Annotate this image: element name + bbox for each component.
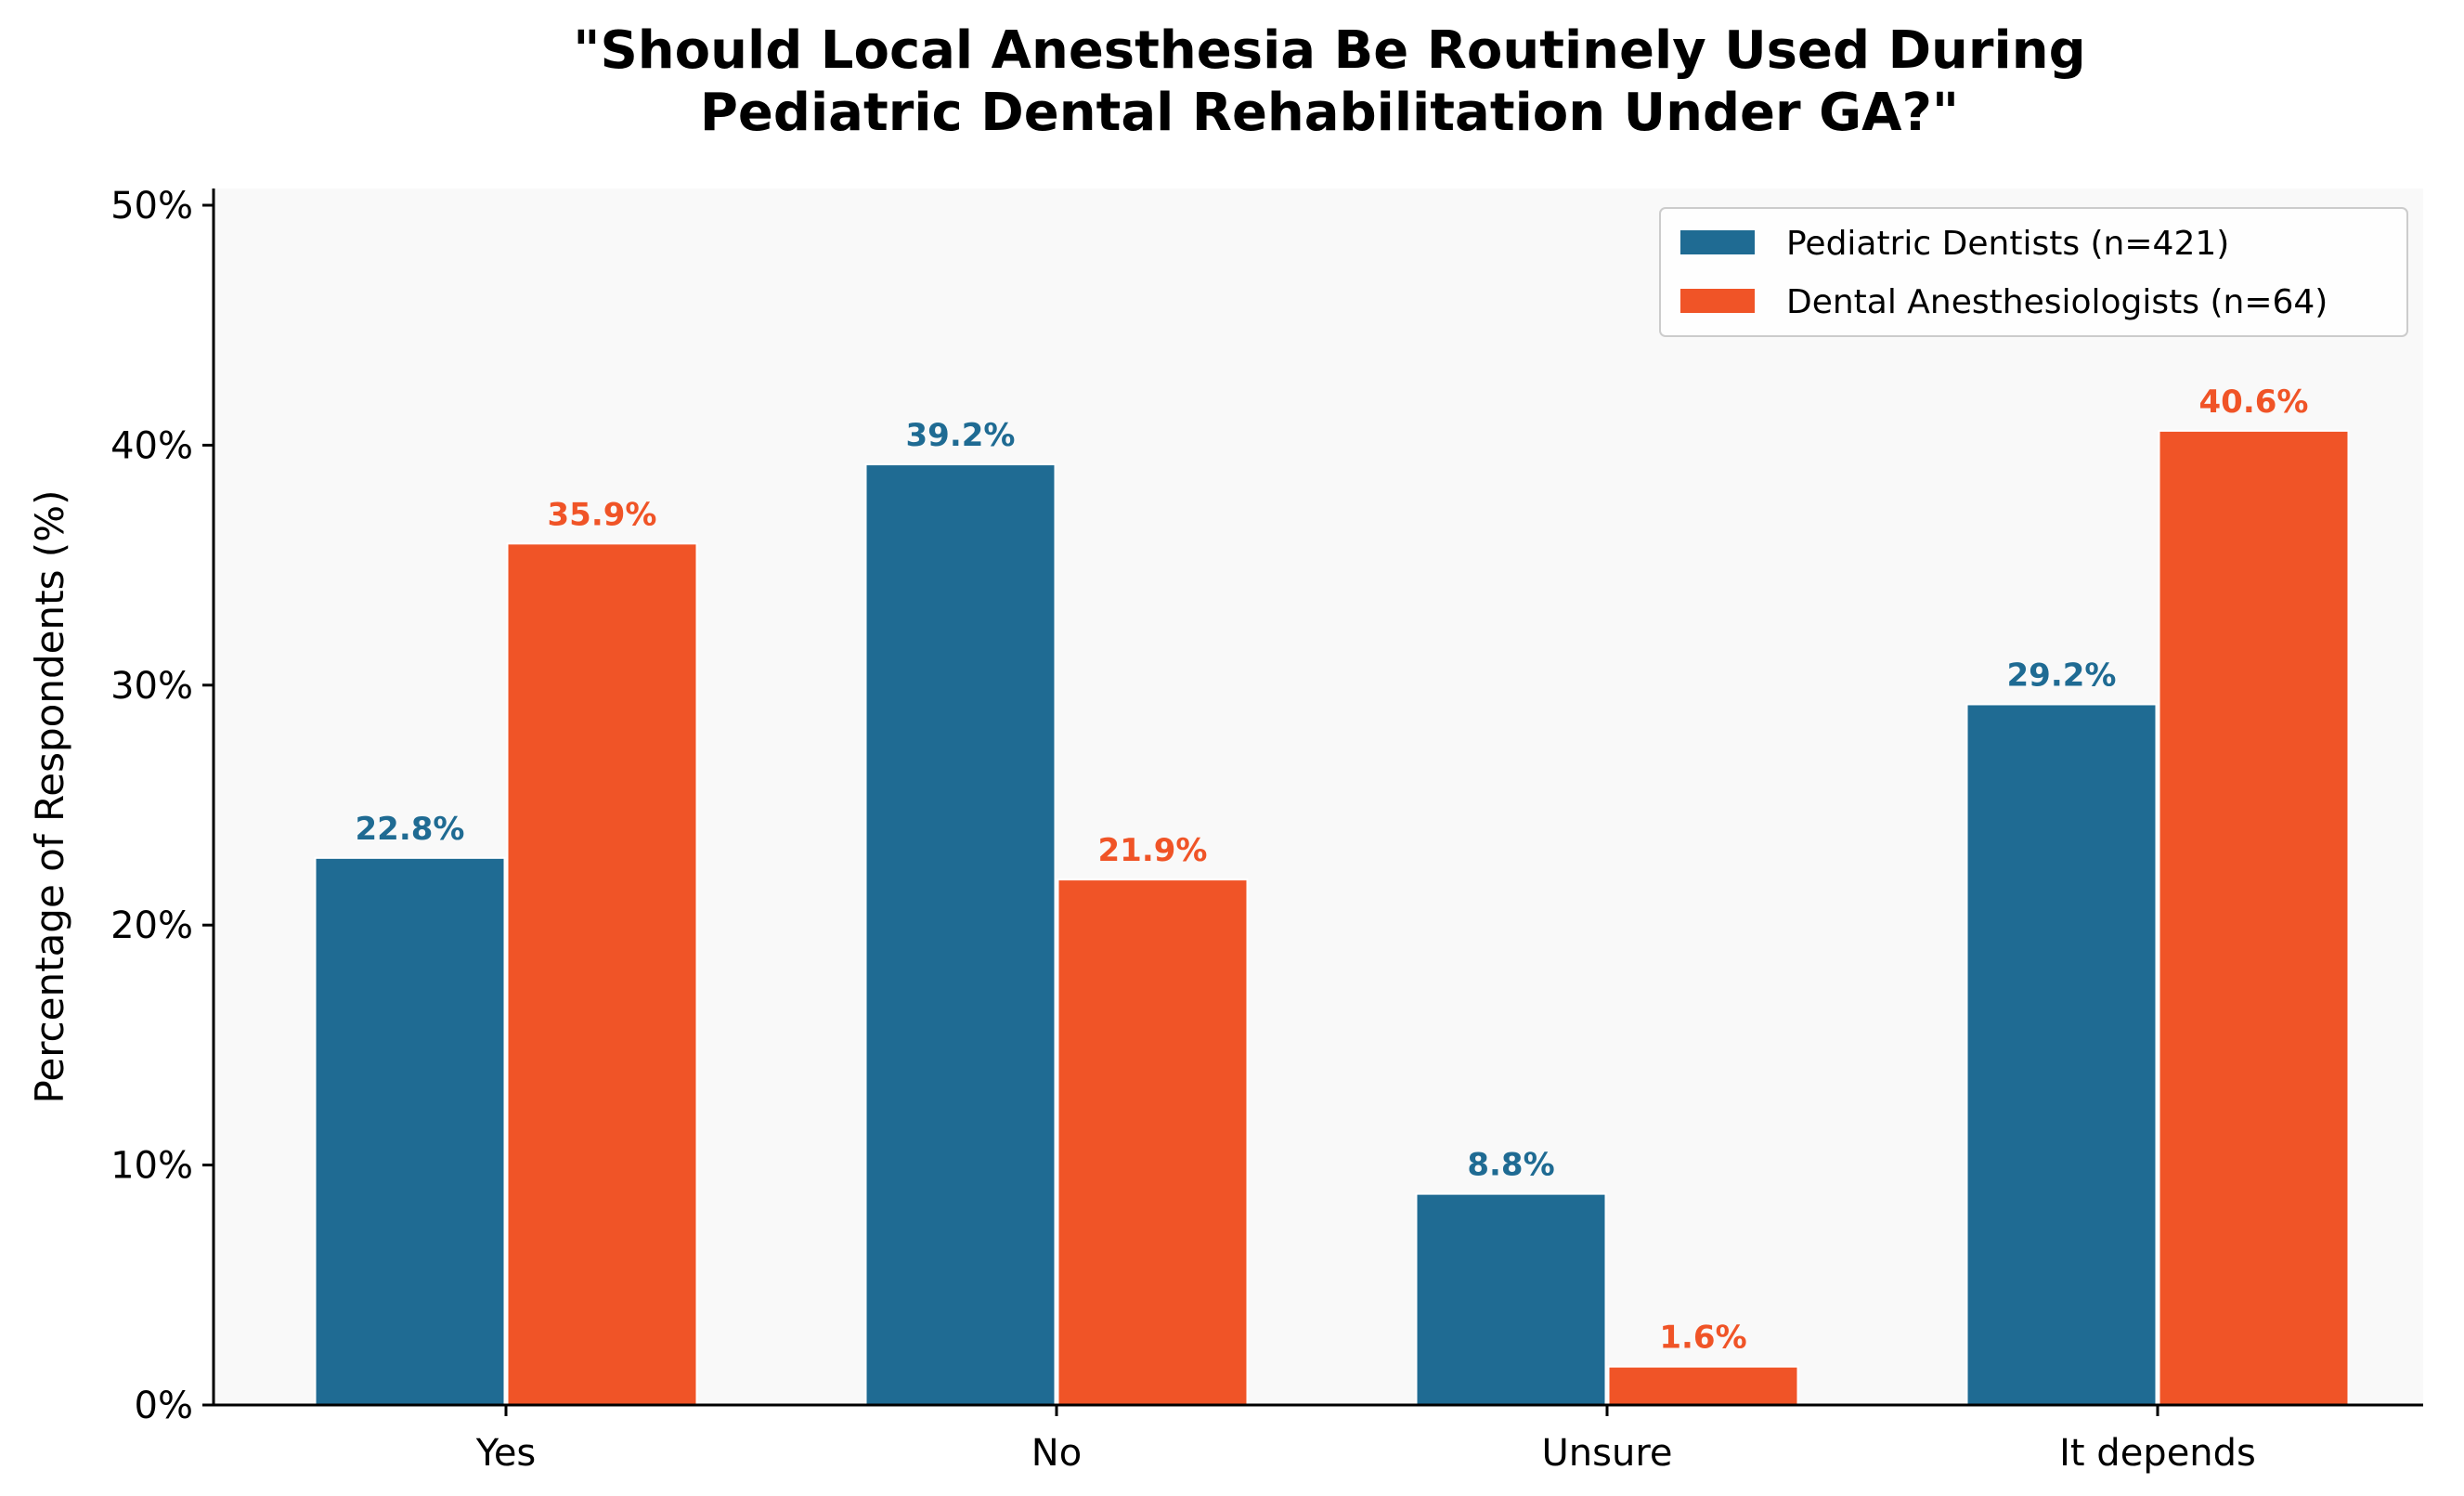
bar-label-unsure-series-1: 8.8%: [1467, 1147, 1554, 1184]
bar-label-no-series-1: 39.2%: [906, 417, 1016, 454]
chart-title-line-1: "Should Local Anesthesia Be Routinely Us…: [573, 20, 2085, 81]
chart-title: "Should Local Anesthesia Be Routinely Us…: [573, 20, 2085, 143]
y-tick-label-30: 30%: [110, 665, 193, 708]
legend-swatch-dental-anesthesiologists: [1680, 289, 1755, 313]
bar-label-it-depends-series-2: 40.6%: [2199, 384, 2309, 421]
bar-label-it-depends-series-1: 29.2%: [2007, 657, 2117, 694]
x-axis-ticks: Yes No Unsure It depends: [475, 1405, 2256, 1475]
bar-it-depends-series-2: [2158, 429, 2350, 1406]
bar-unsure-series-2: [1607, 1365, 1799, 1407]
bar-unsure-series-1: [1415, 1192, 1607, 1407]
bar-no-series-2: [1057, 878, 1249, 1406]
bar-it-depends-series-1: [1965, 703, 2158, 1406]
legend-label-dental-anesthesiologists: Dental Anesthesiologists (n=64): [1786, 283, 2328, 321]
bars-group: [314, 429, 2350, 1407]
x-tick-label-it-depends: It depends: [2059, 1432, 2256, 1475]
bar-no-series-1: [864, 463, 1057, 1406]
legend-frame: [1659, 207, 2408, 337]
chart-title-line-2: Pediatric Dental Rehabilitation Under GA…: [700, 83, 1959, 143]
y-tick-label-40: 40%: [110, 424, 193, 467]
x-tick-label-no: No: [1031, 1432, 1082, 1475]
bar-label-unsure-series-2: 1.6%: [1659, 1320, 1746, 1357]
bar-label-no-series-2: 21.9%: [1098, 832, 1208, 869]
y-axis-label: Percentage of Respondents (%): [27, 490, 72, 1104]
y-tick-label-10: 10%: [110, 1145, 193, 1188]
legend-swatch-pediatric-dentists: [1680, 230, 1755, 254]
legend: Pediatric Dentists (n=421) Dental Anesth…: [1659, 207, 2408, 337]
bar-yes-series-1: [314, 856, 506, 1406]
x-tick-label-unsure: Unsure: [1542, 1432, 1673, 1475]
bar-yes-series-2: [506, 542, 698, 1406]
bar-label-yes-series-2: 35.9%: [548, 496, 657, 533]
y-axis-ticks: 0% 10% 20% 30% 40% 50%: [110, 185, 214, 1427]
y-tick-label-20: 20%: [110, 904, 193, 947]
bar-labels-group: 22.8% 35.9% 39.2% 21.9% 8.8% 1.6% 29.2% 40.6%: [356, 384, 2309, 1357]
x-tick-label-yes: Yes: [475, 1432, 537, 1475]
y-tick-label-0: 0%: [135, 1385, 193, 1427]
bar-label-yes-series-1: 22.8%: [356, 811, 465, 848]
legend-label-pediatric-dentists: Pediatric Dentists (n=421): [1786, 225, 2229, 263]
y-tick-label-50: 50%: [110, 185, 193, 228]
